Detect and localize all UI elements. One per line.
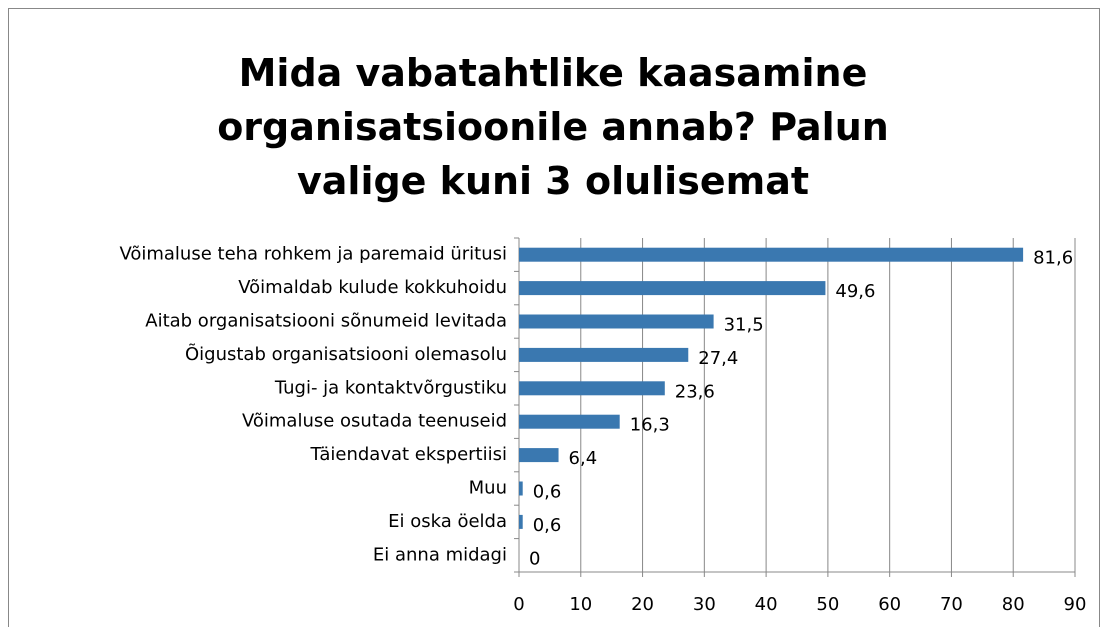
y-tick-label: Muu [469,478,507,499]
value-label: 31,5 [724,315,764,336]
value-label: 81,6 [1033,248,1073,269]
value-label: 49,6 [835,281,875,302]
y-tick-label: Võimaluse teha rohkem ja paremaid üritus… [119,244,507,265]
x-tick-label: 0 [513,594,524,615]
bar [519,314,714,329]
bar [519,514,523,529]
bar [519,381,665,396]
bar [519,448,559,463]
x-tick-label: 80 [1002,594,1025,615]
x-tick-label: 10 [569,594,592,615]
bar [519,247,1024,262]
y-tick-label: Võimaldab kulude kokkuhoidu [238,277,507,298]
value-label: 0 [529,548,540,569]
bar [519,281,826,296]
value-label: 23,6 [675,381,715,402]
y-tick-label: Ei anna midagi [373,544,507,565]
value-label: 0,6 [533,482,562,503]
value-label: 16,3 [630,415,670,436]
bar [519,347,689,362]
bar [519,481,523,496]
x-tick-label: 40 [755,594,778,615]
y-tick-label: Aitab organisatsiooni sõnumeid levitada [145,311,507,332]
x-tick-label: 60 [878,594,901,615]
value-label: 6,4 [569,448,598,469]
chart-title-text: Mida vabatahtlike kaasamine organisatsioo… [217,51,889,203]
value-label: 0,6 [533,515,562,536]
chart-title: Mida vabatahtlike kaasamine organisatsioo… [217,51,889,203]
x-tick-label: 20 [631,594,654,615]
y-tick-label: Õigustab organisatsiooni olemasolu [185,343,507,365]
bar [519,414,620,429]
chart-frame [8,8,1100,627]
y-tick-label: Täiendavat ekspertiisi [309,444,507,465]
y-tick-label: Tugi- ja kontaktvõrgustiku [274,377,507,398]
x-tick-label: 50 [816,594,839,615]
y-tick-label: Võimaluse osutada teenuseid [242,411,507,432]
x-tick-label: 30 [693,594,716,615]
value-label: 27,4 [698,348,738,369]
x-tick-label: 70 [940,594,963,615]
x-tick-label: 90 [1064,594,1087,615]
y-tick-label: Ei oska öelda [388,511,507,532]
